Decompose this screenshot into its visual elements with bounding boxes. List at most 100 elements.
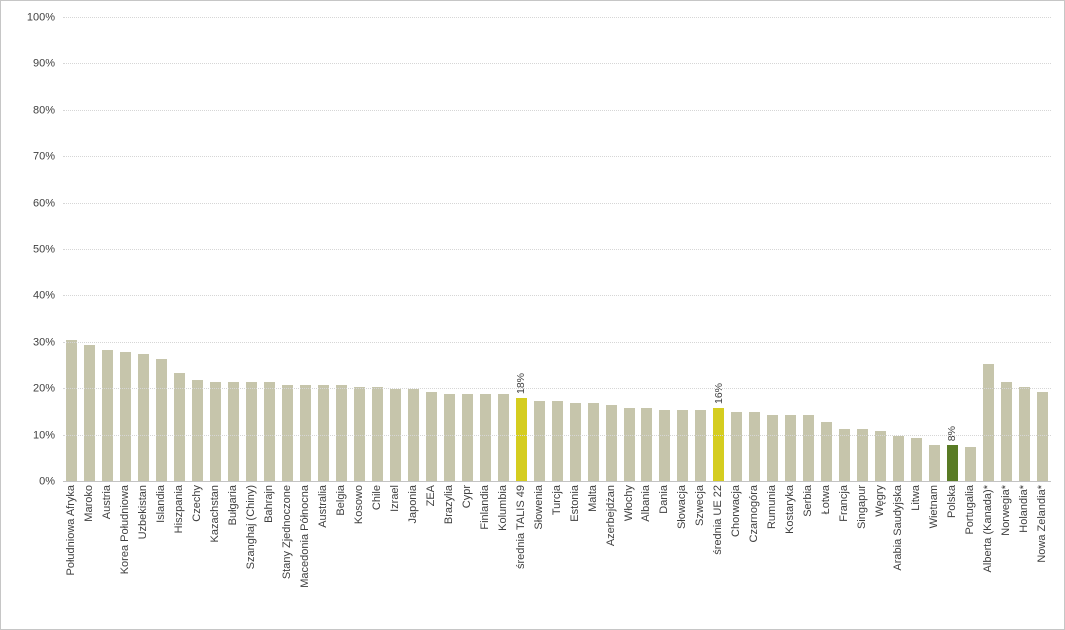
bar-slot: 8% <box>943 18 961 482</box>
bar-slot <box>117 18 135 482</box>
x-label-slot: Uzbekistan <box>135 485 153 629</box>
bar-slot <box>620 18 638 482</box>
bar <box>785 414 797 482</box>
x-label-slot: Finlandia <box>476 485 494 629</box>
bar-slot <box>422 18 440 482</box>
bar <box>605 405 617 482</box>
x-label-slot: średnia UE 22 <box>710 485 728 629</box>
bar-slot <box>153 18 171 482</box>
x-axis-label: Łotwa <box>820 485 833 515</box>
x-label-slot: Macedonia Północna <box>297 485 315 629</box>
bar-slot <box>566 18 584 482</box>
x-label-slot: Albania <box>638 485 656 629</box>
y-axis-tick-label: 80% <box>32 104 55 117</box>
x-label-slot: Słowenia <box>530 485 548 629</box>
x-axis-line <box>63 481 1051 482</box>
x-axis-label: Korea Południowa <box>119 485 132 575</box>
gridline <box>63 109 1051 111</box>
x-axis-label: Szanghaj (Chiny) <box>245 485 258 570</box>
bar-slot <box>602 18 620 482</box>
bar <box>893 435 905 482</box>
x-label-slot: Korea Południowa <box>117 485 135 629</box>
bar <box>84 345 96 482</box>
bar-slot <box>476 18 494 482</box>
bars-row: 18% 16% 8% <box>63 18 1051 482</box>
x-label-slot: Serbia <box>800 485 818 629</box>
bar <box>210 382 222 482</box>
x-axis-label: Bułgaria <box>227 485 240 526</box>
bar <box>587 403 599 482</box>
x-axis-label: Południowa Afryka <box>65 485 78 576</box>
bar <box>911 437 923 482</box>
bar-slot <box>404 18 422 482</box>
bar-slot <box>854 18 872 482</box>
x-label-slot: Malta <box>584 485 602 629</box>
gridline <box>63 295 1051 297</box>
bar-slot <box>997 18 1015 482</box>
x-axis-label: Kazachstan <box>209 485 222 543</box>
x-axis-label: Uzbekistan <box>137 485 150 540</box>
bar <box>964 447 976 482</box>
y-axis: 0% 10% 20% 30% 40% 50% 60% 70% 80% 90% 100% <box>1 12 55 487</box>
x-axis-label: Czechy <box>191 485 204 522</box>
bar <box>569 403 581 482</box>
bar-slot <box>836 18 854 482</box>
x-label-slot: Chorwacja <box>728 485 746 629</box>
x-axis-label: Kosowo <box>352 485 365 525</box>
x-label-slot: Holandia* <box>1015 485 1033 629</box>
x-axis-label: Albania <box>640 485 653 522</box>
x-axis-label: Macedonia Północna <box>299 485 312 588</box>
bar <box>156 359 168 482</box>
y-axis-tick-label: 100% <box>26 11 55 24</box>
y-axis-tick-label: 60% <box>32 197 55 210</box>
bar <box>928 444 940 482</box>
x-label-slot: Izrael <box>386 485 404 629</box>
bar <box>623 407 635 482</box>
y-axis-tick-label: 70% <box>32 150 55 163</box>
bar-slot <box>333 18 351 482</box>
x-label-slot: Francja <box>836 485 854 629</box>
gridline <box>63 388 1051 390</box>
x-axis-label: Azerbejdżan <box>604 485 617 547</box>
bar-slot <box>297 18 315 482</box>
bar-slot <box>746 18 764 482</box>
bar-slot <box>81 18 99 482</box>
bar <box>174 372 186 482</box>
x-axis-label: Alberta (Kanada)* <box>981 485 994 573</box>
bar-slot <box>99 18 117 482</box>
bar-slot <box>171 18 189 482</box>
bar <box>120 352 132 482</box>
bar-slot <box>135 18 153 482</box>
bar <box>982 363 994 482</box>
bar <box>1036 391 1048 482</box>
x-label-slot: Włochy <box>620 485 638 629</box>
bar-slot <box>243 18 261 482</box>
bar-slot <box>279 18 297 482</box>
bar <box>479 393 491 482</box>
y-axis-tick-label: 0% <box>39 475 55 488</box>
x-axis-label: Węgry <box>874 485 887 517</box>
bar-slot <box>1033 18 1051 482</box>
x-label-slot: Arabia Saudyjska <box>890 485 908 629</box>
x-label-slot: Alberta (Kanada)* <box>979 485 997 629</box>
bar <box>353 386 365 482</box>
x-axis-label: Belgia <box>335 485 348 516</box>
bar-slot: 16% <box>710 18 728 482</box>
y-axis-tick-label: 50% <box>32 243 55 256</box>
bar <box>264 382 276 482</box>
x-label-slot: Łotwa <box>818 485 836 629</box>
y-axis-tick-label: 10% <box>32 429 55 442</box>
x-axis-label: średnia UE 22 <box>712 485 725 555</box>
y-axis-tick-label: 30% <box>32 336 55 349</box>
x-label-slot: Bułgaria <box>225 485 243 629</box>
x-axis-label: Malta <box>586 485 599 512</box>
bar-slot <box>386 18 404 482</box>
bar-slot: 18% <box>512 18 530 482</box>
x-label-slot: Słowacja <box>674 485 692 629</box>
bar-highlighted <box>946 444 958 482</box>
y-axis-tick-label: 40% <box>32 289 55 302</box>
x-label-slot: Polska <box>943 485 961 629</box>
bar-slot <box>530 18 548 482</box>
gridline <box>63 249 1051 250</box>
bar <box>192 379 204 482</box>
